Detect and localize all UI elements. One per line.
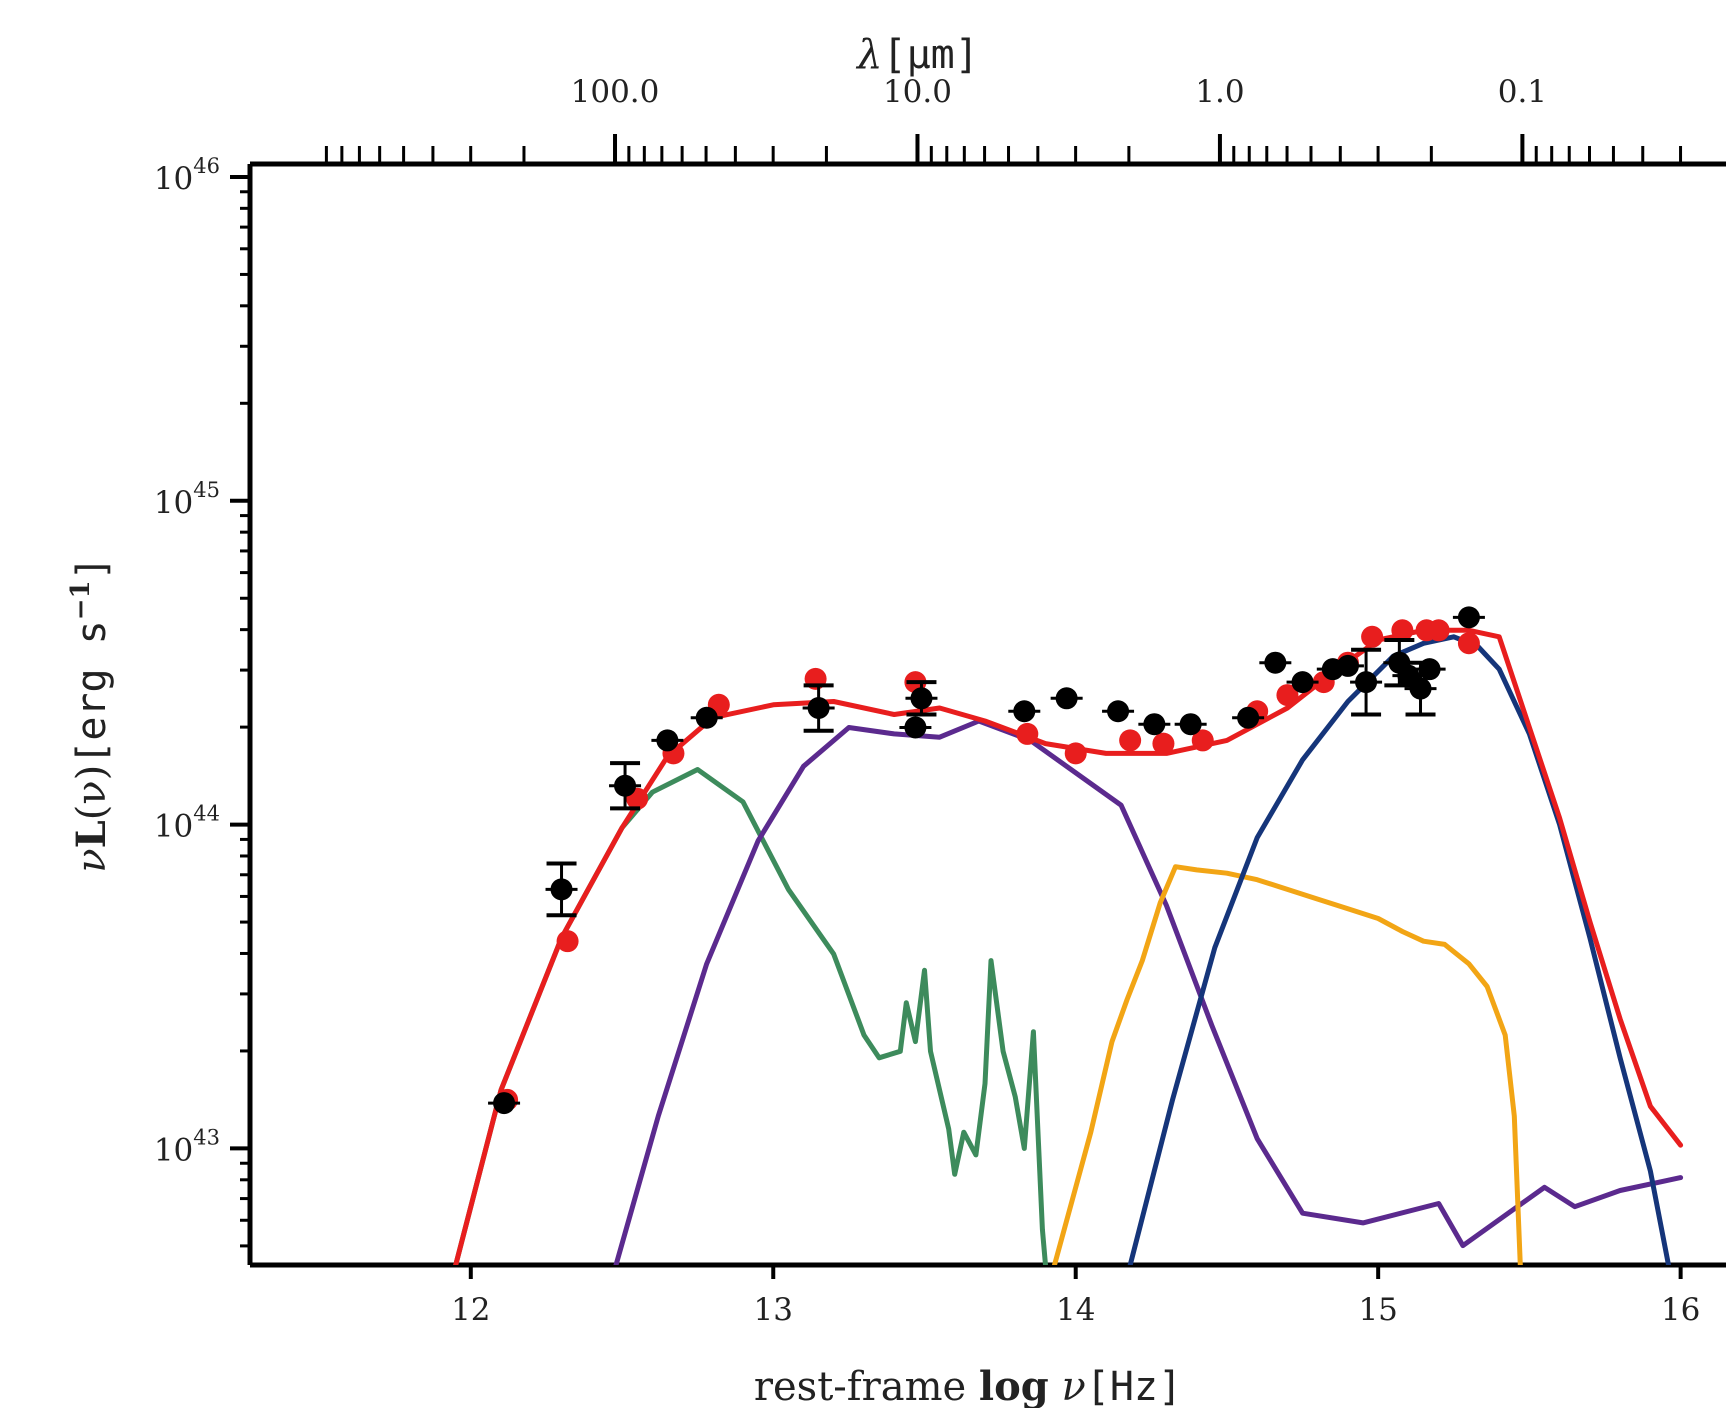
- observed-marker: [1264, 651, 1287, 674]
- x-tick-label: 13: [754, 1292, 793, 1328]
- observed-point: [1331, 654, 1364, 677]
- series-line: [453, 627, 1684, 1265]
- observed-marker: [1179, 713, 1202, 736]
- model-point: [1016, 722, 1039, 745]
- model-point: [1276, 684, 1299, 707]
- top-tick-label: 10.0: [883, 74, 952, 110]
- observed-point: [1413, 658, 1446, 681]
- y-tick-label: 1044: [154, 802, 220, 845]
- model-point: [1152, 732, 1175, 755]
- observed-point: [1452, 606, 1485, 629]
- observed-point: [1232, 706, 1265, 729]
- plot-axes: [230, 134, 1726, 1279]
- observed-point: [1286, 671, 1319, 694]
- x-tick-label: 12: [451, 1292, 490, 1328]
- series-line: [1127, 634, 1671, 1265]
- observed-point: [651, 729, 684, 752]
- model-point: [1064, 742, 1087, 765]
- x-tick-label: 16: [1661, 1292, 1700, 1328]
- model-curves: [453, 627, 1684, 1265]
- observed-marker: [1418, 658, 1441, 681]
- model-point: [1361, 625, 1384, 648]
- observed-marker: [1457, 606, 1480, 629]
- top-axis-title: λ[μm]: [855, 32, 979, 78]
- x-tick-label: 15: [1358, 1292, 1397, 1328]
- model-point: [1391, 619, 1414, 642]
- observed-marker: [695, 706, 718, 729]
- observed-marker: [1355, 671, 1378, 694]
- observed-point: [1174, 713, 1207, 736]
- observed-marker: [614, 774, 637, 797]
- observed-point: [1008, 700, 1041, 723]
- observed-point: [1259, 651, 1292, 674]
- observed-marker: [493, 1092, 516, 1115]
- observed-point: [545, 861, 578, 918]
- model-point: [1119, 729, 1142, 752]
- series-line: [453, 767, 1048, 1265]
- axis-labels: 12 13 14 15 16 1043 1044 1045 1046 100.0 10.0 1.0 0.…: [66, 32, 1700, 1408]
- series-line: [1052, 864, 1523, 1265]
- observed-point: [899, 716, 932, 739]
- observed-marker: [1336, 654, 1359, 677]
- observed-point: [1138, 713, 1171, 736]
- y-tick-label: 1043: [154, 1125, 220, 1168]
- observed-marker: [550, 878, 573, 901]
- model-point: [1427, 619, 1450, 642]
- observed-point: [1050, 687, 1083, 710]
- observed-marker: [1055, 687, 1078, 710]
- observed-marker: [1291, 671, 1314, 694]
- observed-point: [1102, 700, 1135, 723]
- observed-point: [488, 1092, 521, 1115]
- model-point: [1457, 632, 1480, 655]
- observed-point: [1350, 647, 1383, 717]
- observed-marker: [904, 716, 927, 739]
- y-axis-title: νL(ν)[erg s−1]: [66, 556, 115, 872]
- y-tick-label: 1046: [154, 154, 220, 197]
- top-tick-label: 0.1: [1498, 74, 1547, 110]
- observed-point: [905, 680, 938, 717]
- observed-marker: [1143, 713, 1166, 736]
- observed-marker: [807, 697, 830, 720]
- observed-marker: [1237, 706, 1260, 729]
- x-axis-title: rest-frame log ν[Hz]: [754, 1363, 1182, 1408]
- observed-point: [802, 683, 835, 733]
- model-point: [556, 930, 579, 953]
- observed-marker: [910, 687, 933, 710]
- model-point: [1191, 729, 1214, 752]
- observed-marker: [1107, 700, 1130, 723]
- series-line: [613, 718, 1684, 1265]
- top-tick-label: 1.0: [1195, 74, 1244, 110]
- data-points: [488, 606, 1485, 1115]
- observed-point: [690, 706, 723, 729]
- observed-point: [609, 761, 642, 811]
- observed-marker: [656, 729, 679, 752]
- top-tick-label: 100.0: [571, 74, 660, 110]
- x-tick-label: 14: [1056, 1292, 1095, 1328]
- y-tick-label: 1045: [154, 478, 220, 521]
- observed-marker: [1013, 700, 1036, 723]
- observed-marker: [1409, 677, 1432, 700]
